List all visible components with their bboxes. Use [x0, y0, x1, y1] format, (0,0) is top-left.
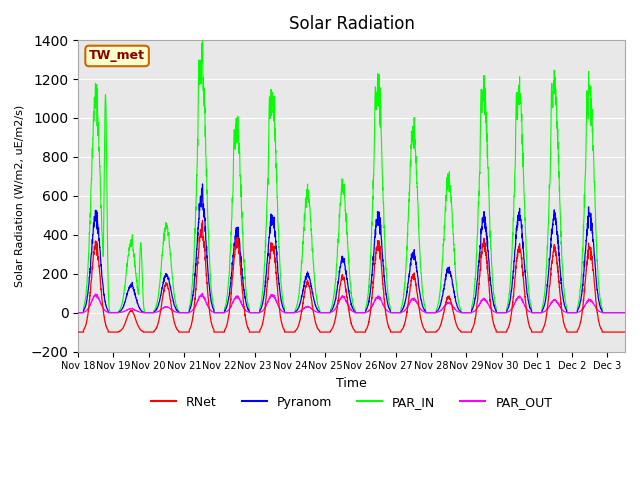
X-axis label: Time: Time	[336, 377, 367, 390]
Y-axis label: Solar Radiation (W/m2, uE/m2/s): Solar Radiation (W/m2, uE/m2/s)	[15, 105, 25, 287]
Text: TW_met: TW_met	[89, 49, 145, 62]
Title: Solar Radiation: Solar Radiation	[289, 15, 415, 33]
Legend: RNet, Pyranom, PAR_IN, PAR_OUT: RNet, Pyranom, PAR_IN, PAR_OUT	[146, 391, 557, 414]
